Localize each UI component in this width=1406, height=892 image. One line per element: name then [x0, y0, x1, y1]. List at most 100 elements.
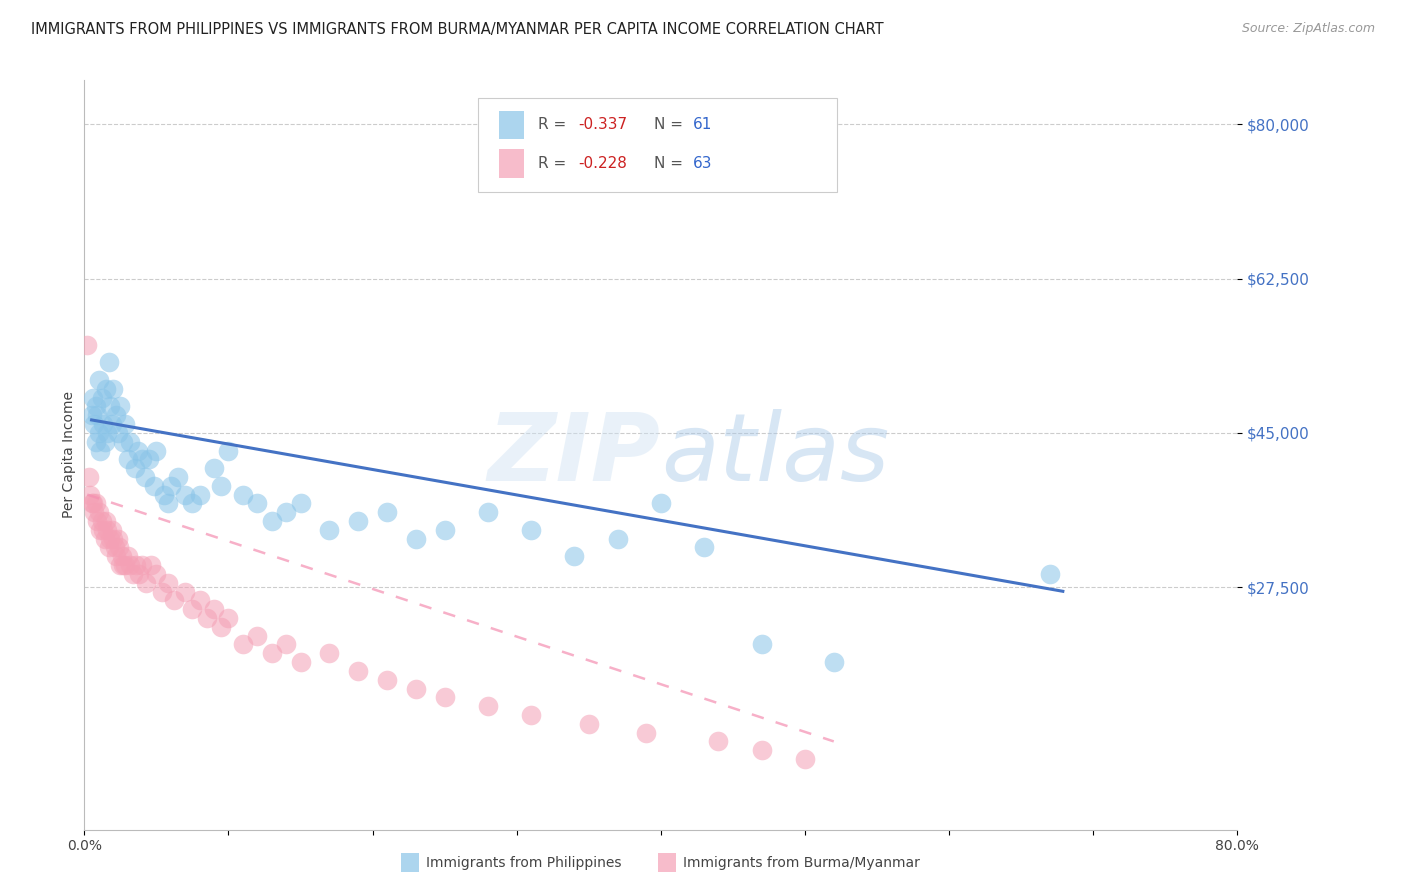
Text: IMMIGRANTS FROM PHILIPPINES VS IMMIGRANTS FROM BURMA/MYANMAR PER CAPITA INCOME C: IMMIGRANTS FROM PHILIPPINES VS IMMIGRANT… — [31, 22, 883, 37]
Point — [103, 532, 124, 546]
Point — [707, 734, 730, 748]
Point — [89, 443, 111, 458]
Point — [120, 558, 142, 573]
Text: 63: 63 — [693, 156, 713, 170]
Point — [120, 434, 142, 449]
Point — [520, 523, 543, 537]
Text: Immigrants from Philippines: Immigrants from Philippines — [426, 855, 621, 870]
Point — [290, 655, 312, 669]
Point — [174, 584, 197, 599]
Point — [794, 752, 817, 766]
Point — [276, 505, 298, 519]
Point — [107, 532, 129, 546]
Point — [87, 425, 110, 440]
Point — [90, 514, 112, 528]
Point — [84, 496, 107, 510]
Point — [1039, 566, 1062, 581]
Point — [112, 434, 135, 449]
Point — [477, 505, 499, 519]
Point — [209, 620, 232, 634]
Point — [100, 523, 122, 537]
Point — [93, 532, 115, 546]
Point — [114, 558, 136, 573]
Point — [117, 452, 139, 467]
Point — [145, 566, 167, 581]
Point — [128, 566, 150, 581]
Point — [145, 443, 167, 458]
Point — [202, 602, 225, 616]
Point — [693, 541, 716, 555]
Point — [93, 434, 115, 449]
Point — [79, 487, 101, 501]
Text: Source: ZipAtlas.com: Source: ZipAtlas.com — [1241, 22, 1375, 36]
Point — [98, 532, 121, 546]
Point — [135, 575, 157, 590]
Point — [405, 532, 427, 546]
Point — [105, 409, 128, 423]
Point — [318, 523, 340, 537]
Point — [246, 496, 269, 510]
Point — [751, 743, 773, 757]
Point — [139, 558, 162, 573]
Point — [112, 558, 135, 573]
Point — [97, 541, 120, 555]
Text: -0.228: -0.228 — [578, 156, 627, 170]
Point — [152, 487, 174, 501]
Point — [91, 417, 114, 431]
Text: R =: R = — [538, 118, 572, 132]
Point — [156, 496, 179, 510]
Point — [107, 425, 129, 440]
Point — [232, 487, 254, 501]
Point — [91, 523, 114, 537]
Text: 61: 61 — [693, 118, 713, 132]
Point — [578, 716, 600, 731]
Y-axis label: Per Capita Income: Per Capita Income — [62, 392, 76, 518]
Point — [84, 400, 107, 414]
Point — [82, 496, 104, 510]
Point — [86, 409, 108, 423]
Point — [80, 496, 103, 510]
Point — [218, 611, 240, 625]
Point — [100, 417, 122, 431]
Point — [87, 505, 110, 519]
Point — [347, 514, 370, 528]
Point — [131, 558, 153, 573]
Text: Immigrants from Burma/Myanmar: Immigrants from Burma/Myanmar — [683, 855, 920, 870]
Point — [433, 523, 456, 537]
Point — [188, 487, 211, 501]
Text: ZIP: ZIP — [488, 409, 661, 501]
Point — [86, 514, 108, 528]
Point — [96, 523, 118, 537]
Point — [98, 400, 121, 414]
Point — [94, 514, 117, 528]
Point — [134, 470, 156, 484]
Point — [110, 400, 132, 414]
Point — [174, 487, 197, 501]
Point — [142, 479, 165, 493]
Point — [125, 558, 148, 573]
Point — [188, 593, 211, 607]
Point — [131, 452, 153, 467]
Point — [90, 391, 112, 405]
Point — [636, 725, 658, 739]
Text: N =: N = — [654, 118, 688, 132]
Point — [276, 637, 298, 651]
Point — [163, 593, 186, 607]
Point — [82, 391, 104, 405]
Point — [260, 514, 283, 528]
Point — [138, 452, 160, 467]
Point — [260, 646, 283, 660]
Point — [751, 637, 773, 651]
Point — [232, 637, 254, 651]
Point — [122, 566, 145, 581]
Point — [375, 673, 398, 687]
Point — [87, 373, 110, 387]
Text: R =: R = — [538, 156, 572, 170]
Point — [290, 496, 312, 510]
Point — [127, 443, 149, 458]
Point — [246, 629, 269, 643]
Point — [823, 655, 845, 669]
Point — [606, 532, 628, 546]
Point — [117, 549, 139, 564]
Text: atlas: atlas — [661, 409, 889, 500]
